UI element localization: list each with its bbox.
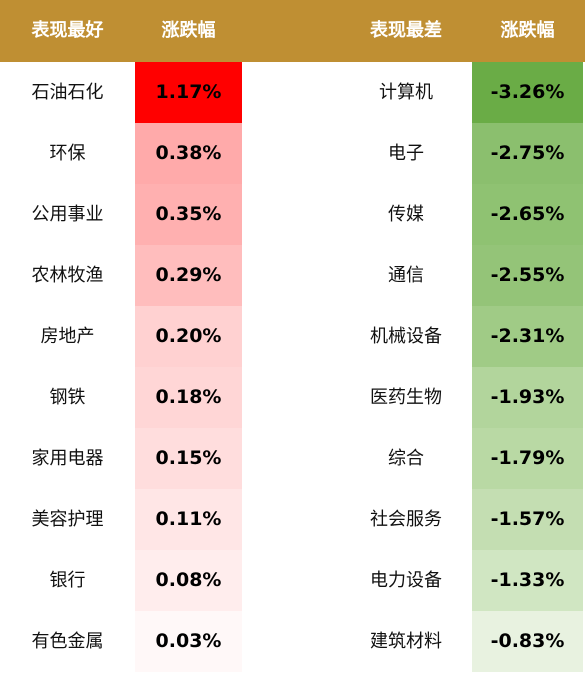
worst-sector-name: 建筑材料 [370,631,442,652]
best-sector-name: 石油石化 [31,82,104,103]
worst-sector-change: -2.55% [472,245,583,306]
best-sector-name: 钢铁 [49,387,86,408]
worst-sector-change: -2.75% [472,123,583,184]
worst-sector-name: 医药生物 [370,387,442,408]
best-sector-name: 家用电器 [31,448,104,469]
best-sector-change: 0.20% [135,306,242,367]
best-sector-change: 0.03% [135,611,242,672]
worst-sector-name: 综合 [388,448,424,469]
worst-sector-name: 通信 [388,265,424,286]
table-row: 石油石化 1.17% 计算机 -3.26% [0,62,585,123]
table-row: 银行 0.08% 电力设备 -1.33% [0,550,585,611]
table-row: 农林牧渔 0.29% 通信 -2.55% [0,245,585,306]
best-sector-change: 0.29% [135,245,242,306]
best-sector-name: 有色金属 [31,631,104,652]
header-best: 表现最好 [31,20,104,41]
header-worst-change: 涨跌幅 [500,20,555,41]
best-sector-change: 0.18% [135,367,242,428]
best-sector-name: 房地产 [40,326,95,347]
worst-sector-change: -1.33% [472,550,583,611]
worst-sector-change: -3.26% [472,62,583,123]
table-row: 美容护理 0.11% 社会服务 -1.57% [0,489,585,550]
worst-sector-name: 传媒 [388,204,424,225]
worst-sector-change: -0.83% [472,611,583,672]
worst-sector-name: 机械设备 [370,326,442,347]
best-sector-name: 公用事业 [31,204,104,225]
best-sector-name: 环保 [49,143,86,164]
best-sector-change: 1.17% [135,62,242,123]
best-sector-change: 0.11% [135,489,242,550]
worst-sector-change: -1.93% [472,367,583,428]
best-sector-name: 美容护理 [31,509,104,530]
worst-sector-name: 计算机 [379,82,433,103]
table-row: 房地产 0.20% 机械设备 -2.31% [0,306,585,367]
worst-sector-name: 社会服务 [370,509,442,530]
table-row: 有色金属 0.03% 建筑材料 -0.83% [0,611,585,672]
best-sector-change: 0.08% [135,550,242,611]
table-header: 表现最好 涨跌幅 表现最差 涨跌幅 [0,0,585,62]
best-sector-change: 0.35% [135,184,242,245]
worst-sector-change: -2.65% [472,184,583,245]
header-worst: 表现最差 [370,20,442,41]
best-sector-name: 银行 [49,570,86,591]
worst-sector-name: 电子 [388,143,424,164]
worst-sector-change: -1.57% [472,489,583,550]
best-sector-change: 0.15% [135,428,242,489]
best-sector-change: 0.38% [135,123,242,184]
table-row: 家用电器 0.15% 综合 -1.79% [0,428,585,489]
table-row: 公用事业 0.35% 传媒 -2.65% [0,184,585,245]
table-row: 环保 0.38% 电子 -2.75% [0,123,585,184]
best-sector-name: 农林牧渔 [31,265,104,286]
worst-sector-name: 电力设备 [370,570,442,591]
header-best-change: 涨跌幅 [161,20,216,41]
table-row: 钢铁 0.18% 医药生物 -1.93% [0,367,585,428]
worst-sector-change: -1.79% [472,428,583,489]
worst-sector-change: -2.31% [472,306,583,367]
